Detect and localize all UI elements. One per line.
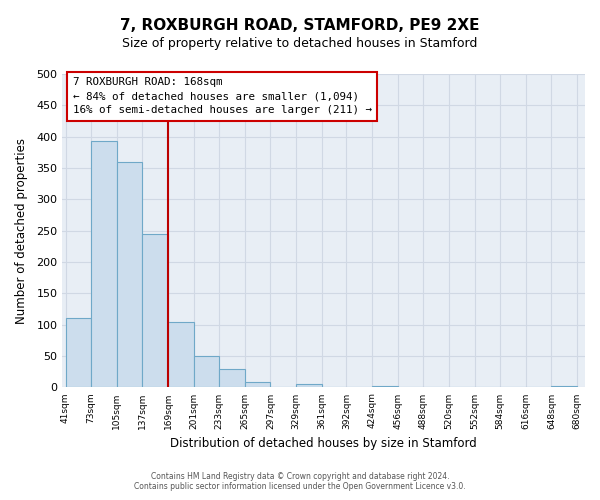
Bar — [296, 384, 322, 388]
Bar — [168, 322, 194, 388]
Bar — [245, 382, 271, 388]
Text: 7 ROXBURGH ROAD: 168sqm
← 84% of detached houses are smaller (1,094)
16% of semi: 7 ROXBURGH ROAD: 168sqm ← 84% of detache… — [73, 77, 372, 115]
Bar — [91, 141, 117, 388]
Bar — [142, 234, 168, 388]
Text: Contains HM Land Registry data © Crown copyright and database right 2024.: Contains HM Land Registry data © Crown c… — [151, 472, 449, 481]
Bar — [372, 386, 398, 388]
Bar — [194, 356, 219, 388]
Text: Size of property relative to detached houses in Stamford: Size of property relative to detached ho… — [122, 38, 478, 51]
Text: 7, ROXBURGH ROAD, STAMFORD, PE9 2XE: 7, ROXBURGH ROAD, STAMFORD, PE9 2XE — [120, 18, 480, 32]
Y-axis label: Number of detached properties: Number of detached properties — [15, 138, 28, 324]
Bar — [219, 368, 245, 388]
Bar — [65, 318, 91, 388]
Bar — [551, 386, 577, 388]
Text: Contains public sector information licensed under the Open Government Licence v3: Contains public sector information licen… — [134, 482, 466, 491]
Bar — [117, 162, 142, 388]
X-axis label: Distribution of detached houses by size in Stamford: Distribution of detached houses by size … — [170, 437, 477, 450]
